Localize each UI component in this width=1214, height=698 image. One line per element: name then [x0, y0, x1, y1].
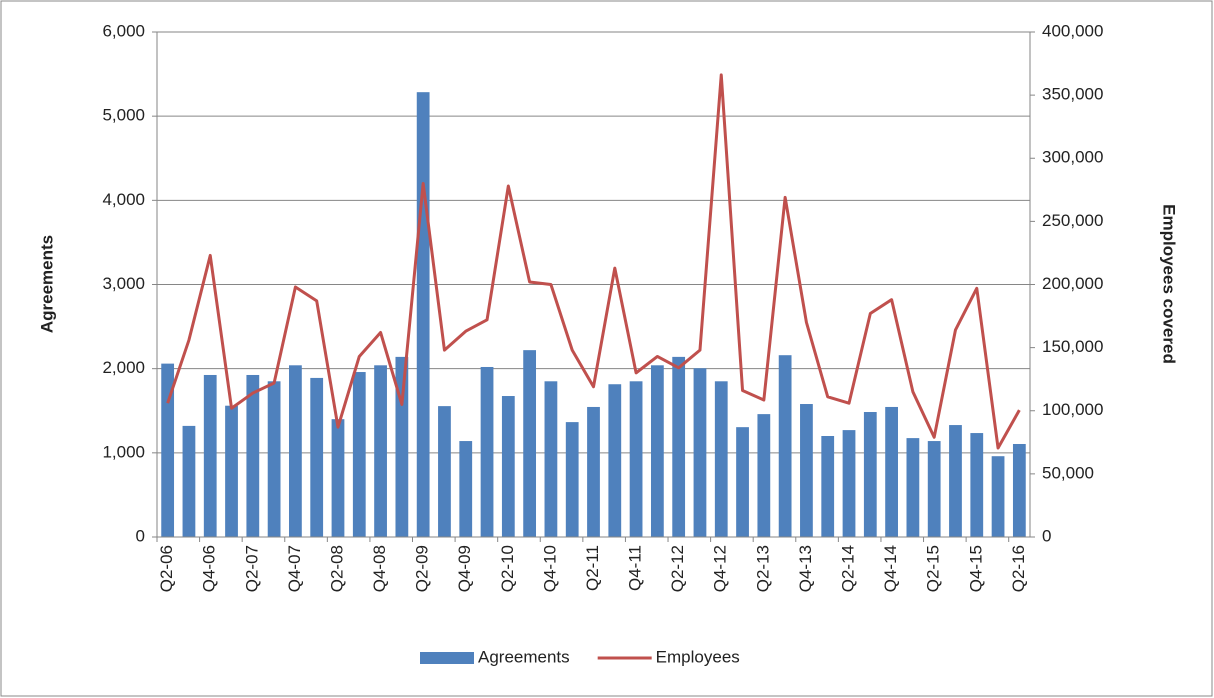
bar: [395, 356, 409, 537]
bar: [608, 384, 622, 537]
bar: [714, 381, 728, 537]
x-tick-label: Q2-11: [583, 545, 602, 591]
x-tick-label: Q2-15: [924, 545, 943, 592]
bar: [778, 355, 792, 537]
bar: [800, 404, 813, 537]
bar: [587, 406, 600, 537]
x-tick-label: Q2-07: [242, 545, 261, 592]
bar: [629, 381, 643, 537]
x-tick-label: Q4-07: [285, 545, 304, 592]
bar: [863, 412, 877, 537]
bar: [267, 381, 281, 537]
bar: [821, 436, 835, 537]
bar: [906, 438, 920, 537]
x-tick-label: Q2-16: [1009, 545, 1028, 592]
bar: [459, 441, 473, 537]
y-tick-label: 5,000: [102, 106, 145, 125]
legend-label: Employees: [656, 647, 740, 666]
x-tick-label: Q4-12: [711, 545, 730, 592]
bar: [331, 419, 345, 537]
x-tick-label: Q2-08: [327, 545, 346, 592]
x-tick-label: Q4-10: [540, 545, 559, 592]
line: [166, 73, 1021, 450]
y2-tick-label: 100,000: [1042, 400, 1103, 419]
x-tick-label: Q4-06: [200, 545, 219, 592]
bar: [544, 381, 558, 537]
bar: [736, 427, 749, 537]
bar: [161, 363, 175, 537]
bar: [289, 365, 302, 537]
bar: [374, 365, 387, 537]
bar: [523, 350, 537, 537]
x-tick-label: Q2-09: [413, 545, 432, 592]
y-tick-label: 0: [136, 526, 145, 545]
y2-axis-title: Employees covered: [1160, 204, 1179, 364]
y2-tick-label: 400,000: [1042, 21, 1103, 40]
y-tick-label: 1,000: [102, 442, 145, 461]
bar: [650, 365, 664, 537]
bar: [352, 372, 366, 537]
bar: [927, 441, 941, 537]
bar: [203, 374, 217, 537]
x-tick-label: Q2-12: [668, 545, 687, 592]
bar: [501, 396, 515, 537]
bar: [970, 433, 984, 537]
x-tick-label: Q4-13: [796, 545, 815, 592]
bar: [225, 405, 238, 537]
y2-tick-label: 350,000: [1042, 85, 1103, 104]
bar: [246, 374, 260, 537]
bar: [182, 425, 196, 537]
bar: [885, 406, 898, 537]
bar: [1012, 443, 1026, 537]
x-tick-label: Q2-13: [753, 545, 772, 592]
bar: [757, 414, 771, 537]
bar: [672, 356, 686, 537]
bar: [949, 425, 962, 537]
x-tick-label: Q4-11: [626, 545, 645, 591]
bar: [310, 377, 324, 537]
x-tick-label: Q2-10: [498, 545, 517, 592]
bar: [480, 366, 494, 537]
x-tick-label: Q4-15: [966, 545, 985, 592]
x-tick-label: Q2-06: [157, 545, 176, 592]
y-tick-label: 2,000: [102, 358, 145, 377]
y2-tick-label: 200,000: [1042, 274, 1103, 293]
y2-tick-label: 300,000: [1042, 148, 1103, 167]
y2-tick-label: 150,000: [1042, 337, 1103, 356]
y2-tick-label: 50,000: [1042, 463, 1094, 482]
bar: [438, 406, 451, 537]
bar: [693, 368, 707, 537]
y-tick-label: 4,000: [102, 190, 145, 209]
y2-tick-label: 250,000: [1042, 211, 1103, 230]
bar: [842, 430, 856, 537]
bar: [416, 92, 430, 537]
x-tick-label: Q4-09: [455, 545, 474, 592]
y-axis-title: Agreements: [37, 235, 56, 333]
y-tick-label: 6,000: [102, 21, 145, 40]
legend-swatch: [420, 652, 474, 664]
legend-label: Agreements: [478, 647, 570, 666]
bar: [991, 456, 1005, 537]
y2-tick-label: 0: [1042, 526, 1051, 545]
x-tick-label: Q4-08: [370, 545, 389, 592]
x-tick-label: Q4-14: [881, 545, 900, 592]
bar: [565, 422, 579, 537]
y-tick-label: 3,000: [102, 274, 145, 293]
x-tick-label: Q2-14: [838, 545, 857, 592]
